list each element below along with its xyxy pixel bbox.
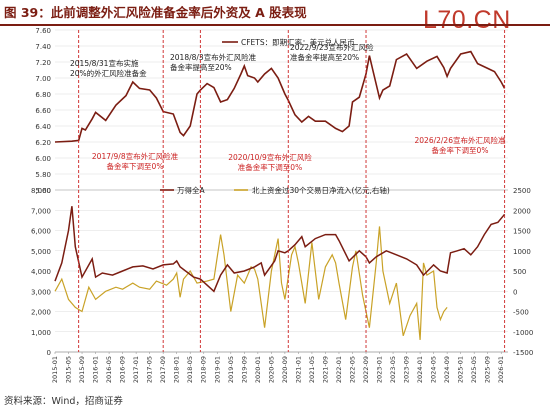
x-tick-label: 2022-09 <box>362 356 370 383</box>
x-tick-label: 2020-09 <box>281 356 289 383</box>
fx-y-tick-label: 7.20 <box>35 59 51 67</box>
policy-annotation-text: 准备金率提高至20% <box>290 52 359 62</box>
figure-title: 图 39：此前调整外汇风险准备金率后外资及 A 股表现 <box>4 5 307 20</box>
policy-annotation-text: 2020/10/9宣布外汇风险 <box>228 152 312 162</box>
flow-y-tick-label: -1500 <box>513 349 533 357</box>
equity-y-tick-label: 8,000 <box>31 187 51 195</box>
policy-annotation-text: 2026/2/26宣布外汇风险准 <box>415 135 506 145</box>
a-share-legend-label: 万得全A <box>177 185 205 195</box>
flow-y-tick-label: 1000 <box>513 248 531 256</box>
fx-y-tick-label: 7.00 <box>35 75 51 83</box>
x-tick-label: 2022-05 <box>348 356 356 383</box>
equity-y-tick-label: 2,000 <box>31 309 51 317</box>
x-tick-label: 2023-01 <box>376 356 384 383</box>
x-tick-label: 2025-01 <box>457 356 465 383</box>
x-tick-label: 2020-01 <box>254 356 262 383</box>
x-tick-label: 2017-01 <box>132 356 140 383</box>
equity-flow-chart: 8,000 7,000 6,000 5,000 4,000 3,000 2,000 1,000… <box>31 185 533 383</box>
equity-y-tick-label: 4,000 <box>31 268 51 276</box>
policy-annotation-text: 2015/8/31宣布实施 <box>70 58 139 68</box>
x-tick-label: 2019-05 <box>227 356 235 383</box>
policy-annotation-text: 备金率下调至0% <box>107 161 164 171</box>
usdcny-line <box>54 50 506 143</box>
title-rule <box>0 24 550 26</box>
northbound-flow-line <box>54 226 448 340</box>
equity-y-tick-label: 6,000 <box>31 228 51 236</box>
flow-y-tick-label: 1500 <box>513 228 531 236</box>
flow-y-tick-label: 500 <box>513 268 526 276</box>
fx-y-tick-label: 6.80 <box>35 91 51 99</box>
x-tick-label: 2015-01 <box>51 356 59 383</box>
fx-y-tick-label: 5.80 <box>35 171 51 179</box>
fx-chart: 7.60 7.40 7.20 7.00 6.80 6.60 6.40 6.20 6.00 5.80… <box>35 27 508 195</box>
x-tick-label: 2020-05 <box>267 356 275 383</box>
flow-y-tick-label: 2000 <box>513 207 531 215</box>
equity-grid <box>55 189 508 353</box>
equity-legend: 万得全A 北上资金过30个交易日净流入(亿元,右轴) <box>160 185 390 195</box>
flow-y-tick-label: 0 <box>513 288 517 296</box>
fx-legend: CFETS：即期汇率：美元兑人民币 <box>222 37 355 47</box>
fx-y-tick-label: 6.20 <box>35 139 51 147</box>
policy-annotation-text: 准备金率下调至0% <box>238 162 302 172</box>
fx-y-tick-label: 5.60 <box>35 187 51 195</box>
equity-y-tick-label: 0 <box>47 349 51 357</box>
x-tick-label: 2019-01 <box>213 356 221 383</box>
x-tick-label: 2019-09 <box>240 356 248 383</box>
x-tick-label: 2024-05 <box>430 356 438 383</box>
date-x-axis: 2015-01 2015-05 2015-09 2016-01 2016-05 2016-… <box>51 352 505 383</box>
fx-y-tick-label: 7.60 <box>35 27 51 35</box>
x-tick-label: 2016-01 <box>92 356 100 383</box>
x-tick-label: 2016-05 <box>105 356 113 383</box>
x-tick-label: 2018-09 <box>200 356 208 383</box>
x-tick-label: 2023-05 <box>389 356 397 383</box>
policy-annotation-text: 备金率提高至20% <box>170 62 232 72</box>
x-tick-label: 2021-01 <box>294 356 302 383</box>
equity-y-tick-label: 5,000 <box>31 248 51 256</box>
x-tick-label: 2021-05 <box>308 356 316 383</box>
equity-y-tick-label: 7,000 <box>31 207 51 215</box>
flow-y-tick-label: -1000 <box>513 329 533 337</box>
policy-annotation-text: 2017/9/8宣布外汇风险准 <box>92 151 179 161</box>
northbound-legend-label: 北上资金过30个交易日净流入(亿元,右轴) <box>252 185 390 195</box>
a-share-index-line <box>54 206 506 293</box>
policy-annotation-text: 2022/9/23宣布外汇风险 <box>290 42 374 52</box>
x-tick-label: 2024-09 <box>443 356 451 383</box>
source-note: 资料来源：Wind，招商证券 <box>4 396 123 407</box>
policy-annotation-text: 备金率下调至0% <box>432 145 489 155</box>
x-tick-label: 2018-05 <box>186 356 194 383</box>
x-tick-label: 2025-05 <box>470 356 478 383</box>
x-tick-label: 2022-01 <box>335 356 343 383</box>
equity-y-tick-label: 3,000 <box>31 288 51 296</box>
policy-annotations: 2015/8/31宣布实施20%的外汇风险准备金2018/8/3宣布外汇风险准备… <box>70 42 506 172</box>
equity-y-axis-left: 8,000 7,000 6,000 5,000 4,000 3,000 2,000 1,000… <box>31 187 51 357</box>
x-tick-label: 2018-01 <box>173 356 181 383</box>
x-tick-label: 2017-05 <box>146 356 154 383</box>
policy-annotation-text: 20%的外汇风险准备金 <box>70 68 147 78</box>
fx-y-tick-label: 6.40 <box>35 123 51 131</box>
x-tick-label: 2015-05 <box>65 356 73 383</box>
x-tick-label: 2016-09 <box>119 356 127 383</box>
x-tick-label: 2024-01 <box>416 356 424 383</box>
watermark: L70.CN <box>423 6 511 34</box>
x-tick-label: 2023-09 <box>403 356 411 383</box>
flow-y-tick-label: -500 <box>513 309 529 317</box>
x-tick-label: 2021-09 <box>321 356 329 383</box>
fx-y-tick-label: 6.60 <box>35 107 51 115</box>
fx-y-tick-label: 7.40 <box>35 43 51 51</box>
flow-y-tick-label: 2500 <box>513 187 531 195</box>
fx-y-axis: 7.60 7.40 7.20 7.00 6.80 6.60 6.40 6.20 6.00 5.80… <box>35 27 51 195</box>
x-tick-label: 2015-09 <box>78 356 86 383</box>
x-tick-label: 2026-01 <box>497 356 505 383</box>
usdcny-legend-label: CFETS：即期汇率：美元兑人民币 <box>241 37 355 47</box>
flow-y-axis-right: 2500 2000 1500 1000 500 0 -500 -1000 -1500 <box>513 187 533 357</box>
fx-y-tick-label: 6.00 <box>35 155 51 163</box>
policy-event-lines <box>78 30 506 352</box>
equity-y-tick-label: 1,000 <box>31 329 51 337</box>
x-tick-label: 2017-09 <box>159 356 167 383</box>
x-tick-label: 2025-09 <box>484 356 492 383</box>
policy-annotation-text: 2018/8/3宣布外汇风险准 <box>170 52 257 62</box>
